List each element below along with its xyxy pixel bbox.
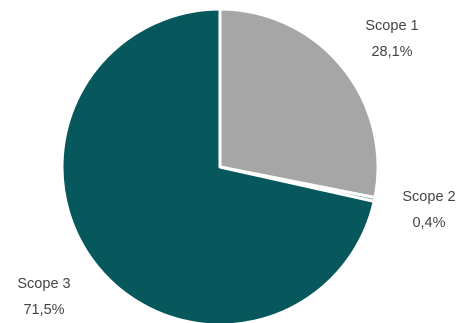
slice-label-value-0: 28,1% (371, 44, 412, 60)
slice-label-value-1: 0,4% (412, 215, 445, 231)
slice-label-name-0: Scope 1 (365, 18, 418, 34)
slice-label-value-2: 71,5% (23, 302, 64, 318)
pie-slice-scope-1 (218, 7, 380, 200)
slice-labels: Scope 1 28,1% Scope 2 0,4% Scope 3 71,5% (17, 18, 455, 318)
pie-slice-scope-3 (60, 7, 376, 323)
pie-slices (60, 7, 380, 323)
slice-label-name-2: Scope 3 (17, 276, 70, 292)
slice-label-name-1: Scope 2 (402, 189, 455, 205)
